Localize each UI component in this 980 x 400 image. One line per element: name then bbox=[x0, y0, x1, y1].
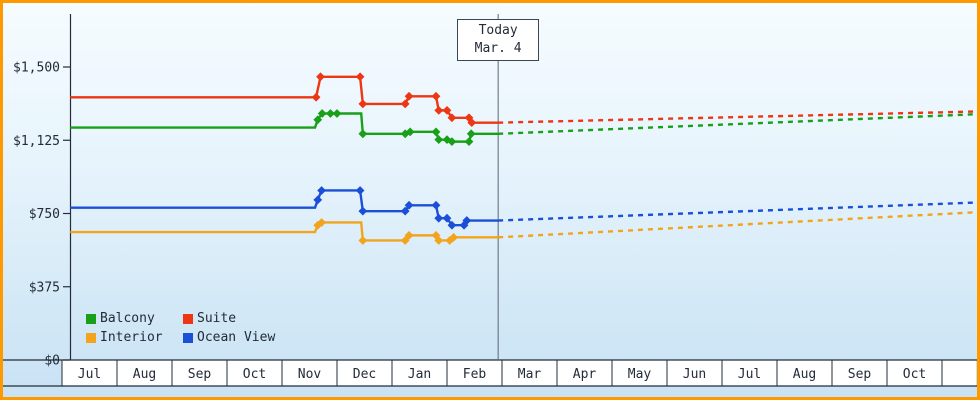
ocean-view-marker bbox=[442, 213, 452, 223]
suite-history-line bbox=[70, 75, 499, 124]
interior-marker bbox=[400, 236, 410, 245]
interior-history-line bbox=[70, 221, 499, 242]
suite-marker bbox=[434, 105, 444, 115]
legend-item-ocean-view: Ocean View bbox=[183, 330, 275, 345]
legend-label: Interior bbox=[100, 330, 163, 345]
month-label: Mar bbox=[518, 367, 542, 382]
ocean-view-history-line bbox=[70, 189, 499, 227]
ocean-view-marker bbox=[447, 220, 457, 230]
ocean-view-marker bbox=[431, 200, 441, 210]
month-label: Aug bbox=[133, 367, 156, 382]
month-label: Aug bbox=[793, 367, 816, 382]
ocean-view-marker bbox=[434, 213, 444, 223]
interior-marker bbox=[434, 236, 444, 245]
today-label-line2: Mar. 4 bbox=[474, 41, 522, 56]
legend-swatch bbox=[86, 332, 96, 343]
interior-forecast-line bbox=[498, 211, 976, 239]
month-label: Sep bbox=[188, 367, 212, 382]
month-label: Jul bbox=[738, 367, 761, 382]
y-tick-label: $0 bbox=[44, 354, 60, 369]
ocean-view-marker bbox=[313, 195, 323, 205]
balcony-marker bbox=[434, 135, 444, 145]
balcony-marker bbox=[332, 109, 342, 118]
ocean-view-marker bbox=[400, 206, 410, 216]
balcony-marker bbox=[447, 137, 457, 147]
balcony-marker bbox=[466, 129, 476, 139]
legend-label: Balcony bbox=[100, 311, 155, 326]
month-label: Jan bbox=[408, 367, 431, 382]
today-label-line1: Today bbox=[478, 23, 518, 38]
legend-label: Ocean View bbox=[197, 330, 276, 345]
legend-item-balcony: Balcony bbox=[86, 311, 183, 326]
y-tick-label: $1,500 bbox=[13, 61, 60, 76]
chart-legend: Balcony Suite Interior Ocean View bbox=[86, 311, 275, 345]
ocean-view-marker bbox=[358, 206, 368, 216]
month-band bbox=[62, 360, 976, 386]
balcony-marker bbox=[405, 127, 415, 137]
month-label: Feb bbox=[463, 367, 487, 382]
suite-marker bbox=[355, 72, 365, 82]
month-label: Oct bbox=[243, 367, 266, 382]
interior-marker bbox=[449, 232, 458, 242]
legend-item-interior: Interior bbox=[86, 330, 183, 345]
ocean-view-marker bbox=[462, 216, 472, 225]
suite-forecast-line bbox=[498, 110, 976, 124]
balcony-marker bbox=[431, 127, 441, 137]
balcony-forecast-line bbox=[498, 113, 976, 136]
month-label: Apr bbox=[573, 367, 597, 382]
legend-swatch bbox=[86, 313, 96, 324]
month-label: Jun bbox=[683, 367, 706, 382]
y-tick-label: $375 bbox=[29, 280, 60, 295]
y-tick-label: $750 bbox=[29, 207, 60, 222]
month-label: May bbox=[628, 367, 652, 382]
suite-marker bbox=[431, 91, 441, 101]
month-label: Sep bbox=[848, 367, 872, 382]
suite-marker bbox=[404, 91, 414, 101]
suite-marker bbox=[311, 92, 321, 102]
legend-item-suite: Suite bbox=[183, 311, 275, 326]
month-label: Nov bbox=[298, 367, 322, 382]
suite-marker bbox=[316, 72, 325, 82]
ocean-view-forecast-line bbox=[498, 201, 976, 222]
legend-label: Suite bbox=[197, 311, 237, 326]
month-label: Dec bbox=[353, 367, 376, 382]
balcony-history-line bbox=[70, 112, 499, 143]
balcony-marker bbox=[358, 129, 368, 139]
y-tick-label: $1,125 bbox=[13, 134, 60, 149]
suite-marker bbox=[400, 99, 410, 109]
month-label: Jul bbox=[78, 367, 101, 382]
ocean-view-marker bbox=[355, 186, 365, 195]
interior-marker bbox=[358, 236, 368, 245]
legend-swatch bbox=[183, 332, 193, 343]
legend-swatch bbox=[183, 313, 193, 324]
month-label: Oct bbox=[903, 367, 926, 382]
balcony-marker bbox=[464, 137, 474, 147]
suite-marker bbox=[358, 99, 368, 109]
today-marker-label: Today Mar. 4 bbox=[457, 19, 540, 61]
ocean-view-marker bbox=[317, 186, 326, 195]
interior-marker bbox=[317, 218, 326, 227]
